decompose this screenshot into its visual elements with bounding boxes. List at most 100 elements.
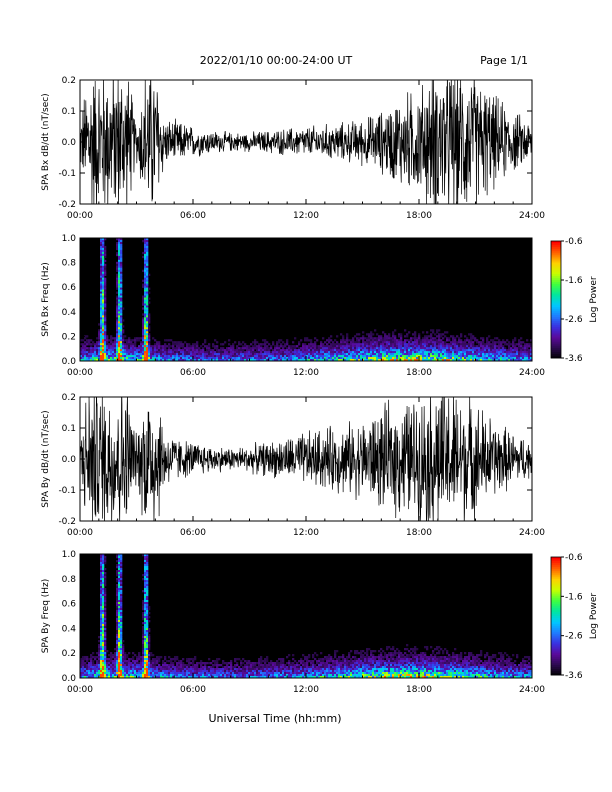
spectrogram-cell — [120, 265, 123, 269]
spectrogram-cell — [478, 353, 481, 356]
spectrogram-cell — [100, 339, 103, 342]
spectrogram-cell — [102, 353, 105, 356]
spectrogram-cell — [228, 339, 231, 342]
spectrogram-cell — [136, 660, 139, 663]
spectrogram-cell — [254, 672, 257, 675]
spectrogram-cell — [164, 664, 167, 667]
spectrogram-cell — [374, 357, 377, 360]
spectrogram-cell — [124, 672, 127, 675]
spectrogram-cell — [86, 660, 89, 663]
spectrogram-cell — [104, 353, 107, 356]
spectrogram-cell — [220, 343, 223, 346]
spectrogram-cell — [466, 349, 469, 352]
spectrogram-cell — [94, 656, 97, 659]
spectrogram-cell — [524, 345, 527, 348]
spectrogram-cell — [212, 670, 215, 673]
spectrogram-cell — [242, 355, 245, 358]
spectrogram-cell — [126, 662, 129, 665]
spectrogram-cell — [260, 676, 263, 679]
spectrogram-cell — [198, 347, 201, 350]
spectrogram-cell — [208, 349, 211, 352]
spectrogram-cell — [280, 357, 283, 360]
spectrogram-cell — [486, 343, 489, 346]
spectrogram-cell — [338, 672, 341, 675]
spectrogram-cell — [334, 650, 337, 653]
spectrogram-cell — [94, 355, 97, 358]
spectrogram-cell — [138, 355, 141, 358]
spectrogram-cell — [146, 666, 149, 669]
spectrogram-cell — [332, 670, 335, 673]
spectrogram-cell — [134, 674, 137, 677]
spectrogram-cell — [144, 606, 147, 609]
spectrogram-cell — [412, 351, 415, 354]
spectrogram-cell — [260, 349, 263, 352]
spectrogram-cell — [502, 359, 505, 362]
spectrogram-cell — [408, 339, 411, 342]
spectrogram-cell — [496, 357, 499, 360]
spectrogram-cell — [172, 664, 175, 667]
spectrogram-cell — [232, 353, 235, 356]
spectrogram-cell — [224, 674, 227, 677]
spectrogram-cell — [128, 349, 131, 352]
spectrogram-cell — [122, 349, 125, 352]
spectrogram-cell — [146, 333, 149, 336]
spectrogram-cell — [198, 662, 201, 665]
spectrogram-cell — [118, 359, 121, 362]
spectrogram-cell — [418, 333, 421, 336]
spectrogram-cell — [214, 359, 217, 362]
spectrogram-cell — [120, 331, 123, 334]
spectrogram-cell — [110, 668, 113, 671]
spectrogram-cell — [482, 347, 485, 350]
spectrogram-cell — [86, 656, 89, 659]
spectrogram-cell — [116, 566, 119, 569]
spectrogram-cell — [398, 351, 401, 354]
spectrogram-cell — [376, 660, 379, 663]
colorbar-segment — [551, 322, 561, 326]
spectrogram-cell — [120, 610, 123, 613]
spectrogram-cell — [82, 672, 85, 675]
spectrogram-cell — [164, 674, 167, 677]
spectrogram-cell — [362, 662, 365, 665]
spectrogram-cell — [142, 353, 145, 356]
spectrogram-cell — [192, 343, 195, 346]
spectrogram-cell — [126, 359, 129, 362]
spectrogram-cell — [100, 277, 103, 280]
figure-title: 2022/01/10 00:00-24:00 UT — [200, 54, 353, 67]
spectrogram-cell — [300, 347, 303, 350]
spectrogram-cell — [134, 676, 137, 679]
spectrogram-cell — [98, 333, 101, 336]
spectrogram-cell — [222, 662, 225, 665]
spectrogram-cell — [160, 668, 163, 671]
spectrogram-cell — [144, 335, 147, 338]
spectrogram-cell — [384, 355, 387, 358]
spectrogram-cell — [484, 347, 487, 350]
spectrogram-cell — [200, 353, 203, 356]
spectrogram-cell — [248, 351, 251, 354]
spectrogram-cell — [280, 353, 283, 356]
spectrogram-cell — [148, 656, 151, 659]
spectrogram-cell — [306, 345, 309, 348]
spectrogram-cell — [100, 273, 103, 276]
spectrogram-cell — [124, 339, 127, 342]
spectrogram-cell — [434, 341, 437, 344]
spectrogram-cell — [118, 656, 121, 659]
spectrogram-cell — [480, 355, 483, 358]
spectrogram-cell — [286, 662, 289, 665]
panel-4: 00:00 06:00 12:00 18:00 24:001.00.80.60.40.2… — [41, 550, 599, 695]
spectrogram-cell — [84, 337, 87, 340]
spectrogram-cell — [132, 666, 135, 669]
spectrogram-cell — [146, 602, 149, 605]
spectrogram-cell — [106, 670, 109, 673]
spectrogram-cell — [282, 658, 285, 661]
spectrogram-cell — [396, 357, 399, 360]
spectrogram-cell — [102, 317, 105, 320]
spectrogram-cell — [438, 355, 441, 358]
spectrogram-cell — [226, 351, 229, 354]
spectrogram-cell — [292, 666, 295, 669]
spectrogram-cell — [100, 293, 103, 296]
spectrogram-cell — [348, 656, 351, 659]
spectrogram-cell — [144, 293, 147, 296]
spectrogram-cell — [332, 658, 335, 661]
spectrogram-cell — [92, 660, 95, 663]
spectrogram-cell — [174, 660, 177, 663]
